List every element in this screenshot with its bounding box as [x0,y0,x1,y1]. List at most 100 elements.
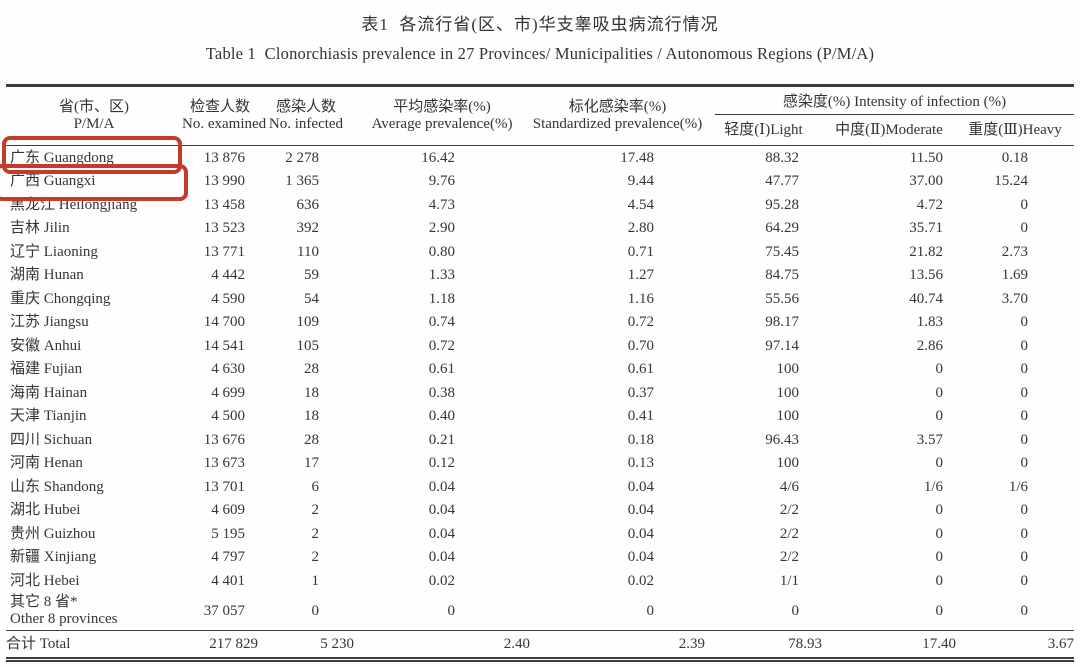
total-infected-cell: 5 230 [258,629,354,662]
infected-cell: 109 [296,314,320,331]
infected-cell: 59 [304,267,319,284]
province-cell: 湖北 Hubei [10,502,81,519]
infected-cell: 105 [296,337,320,354]
light-cell: 2/2 [779,549,799,566]
examined-cell: 13 771 [203,243,245,260]
examined-cell: 4 797 [211,549,245,566]
moderate-cell: 0 [935,502,944,519]
examined-cell: 14 541 [203,337,245,354]
examined-cell: 13 458 [203,196,245,213]
avg-prevalence-cell: 0.80 [428,243,455,260]
header-intensity-group-label: 感染度(%) Intensity of infection (%) [715,94,1075,115]
examined-cell: 4 590 [211,290,245,307]
table-row: 黑龙江 Heilongjiang 13 458 636 4.73 4.54 95… [6,193,1074,217]
header-province-zh: 省(市、区) [59,99,129,115]
table-row: 天津 Tianjin 4 500 18 0.40 0.41 100 0 0 [6,405,1074,429]
header-province-en: P/M/A [73,116,115,132]
light-cell: 2/2 [779,502,799,519]
std-prevalence-cell: 0.04 [627,525,654,542]
moderate-cell: 11.50 [909,149,943,166]
total-moderate-cell: 17.40 [822,629,956,662]
province-cell: 重庆 Chongqing [10,290,111,307]
avg-prevalence-cell: 1.33 [428,267,455,284]
table-row: 贵州 Guizhou 5 195 2 0.04 0.04 2/2 0 0 [6,522,1074,546]
std-prevalence-cell: 0.71 [627,243,654,260]
examined-cell: 13 676 [203,431,245,448]
heavy-cell: 0 [1020,572,1029,589]
heavy-cell: 3.70 [1001,290,1029,307]
avg-prevalence-cell: 0.21 [428,431,455,448]
infected-cell: 18 [304,384,319,401]
province-cell: 江苏 Jiangsu [10,314,89,331]
moderate-cell: 37.00 [909,173,943,190]
infected-cell: 28 [304,361,319,378]
light-cell: 100 [776,361,800,378]
header-light: 轻度(Ⅰ)Light [705,115,822,146]
heavy-cell: 15.24 [994,173,1029,190]
table-row: 江苏 Jiangsu 14 700 109 0.74 0.72 98.17 1.… [6,311,1074,335]
heavy-cell: 0 [1020,408,1029,425]
avg-prevalence-cell: 0.40 [428,408,455,425]
heavy-cell: 0 [1020,602,1029,619]
total-examined-cell: 217 829 [182,629,258,662]
std-prevalence-cell: 0.61 [627,361,654,378]
header-infected: 感染人数 No. infected [258,85,354,146]
avg-prevalence-cell: 0.38 [428,384,455,401]
province-cell: 安徽 Anhui [10,337,82,354]
infected-cell: 636 [296,196,320,213]
table-row: 辽宁 Liaoning 13 771 110 0.80 0.71 75.45 2… [6,240,1074,264]
std-prevalence-cell: 0.41 [627,408,654,425]
header-province: 省(市、区) P/M/A [6,85,182,146]
header-examined-en: No. examined [182,116,267,132]
total-heavy-cell: 3.67 [956,629,1075,662]
province-cell: 广东 Guangdong [10,149,114,166]
std-prevalence-cell: 0 [646,602,655,619]
moderate-cell: 0 [935,455,944,472]
heavy-cell: 2.73 [1001,243,1029,260]
moderate-cell: 0 [935,549,944,566]
province-cell: 海南 Hainan [10,384,88,401]
std-prevalence-cell: 0.04 [627,478,654,495]
examined-cell: 4 401 [211,572,245,589]
moderate-cell: 1.83 [916,314,943,331]
avg-prevalence-cell: 0.61 [428,361,455,378]
total-label-cell: 合计 Total [6,629,182,662]
avg-prevalence-cell: 0.72 [428,337,455,354]
moderate-cell: 13.56 [909,267,943,284]
moderate-cell: 0 [935,602,944,619]
avg-prevalence-cell: 0.12 [428,455,455,472]
examined-cell: 4 699 [211,384,245,401]
table-row: 广东 Guangdong 13 876 2 278 16.42 17.48 88… [6,146,1074,170]
light-cell: 88.32 [765,149,799,166]
std-prevalence-cell: 17.48 [620,149,654,166]
light-cell: 98.17 [765,314,799,331]
light-cell: 97.14 [765,337,799,354]
examined-cell: 14 700 [203,314,245,331]
table-row: 山东 Shandong 13 701 6 0.04 0.04 4/6 1/6 1… [6,475,1074,499]
province-cell: 天津 Tianjin [10,408,87,425]
province-cell: 吉林 Jilin [10,220,70,237]
header-avg-prevalence-zh: 平均感染率(%) [393,99,491,115]
infected-cell: 2 278 [285,149,319,166]
light-cell: 64.29 [765,220,799,237]
heavy-cell: 0 [1020,384,1029,401]
table-row: 四川 Sichuan 13 676 28 0.21 0.18 96.43 3.5… [6,428,1074,452]
std-prevalence-cell: 0.13 [627,455,654,472]
total-avg-prevalence-cell: 2.40 [354,629,530,662]
examined-cell: 13 990 [203,173,245,190]
header-examined: 检查人数 No. examined [182,85,266,146]
table-row: 重庆 Chongqing 4 590 54 1.18 1.16 55.56 40… [6,287,1074,311]
infected-cell: 18 [304,408,319,425]
table-row: 新疆 Xinjiang 4 797 2 0.04 0.04 2/2 0 0 [6,546,1074,570]
province-cell: 山东 Shandong [10,478,104,495]
infected-cell: 1 [311,572,320,589]
total-row: 合计 Total 217 829 5 230 2.40 2.39 78.93 1… [6,629,1075,662]
avg-prevalence-cell: 0.04 [428,502,455,519]
std-prevalence-cell: 0.37 [627,384,654,401]
table-row: 河北 Hebei 4 401 1 0.02 0.02 1/1 0 0 [6,569,1074,593]
std-prevalence-cell: 1.27 [627,267,654,284]
province-cell: 湖南 Hunan [10,267,84,284]
examined-cell: 4 609 [211,502,245,519]
table-row: 其它 8 省* Other 8 provinces 37 057 0 0 0 0… [6,593,1074,631]
infected-cell: 2 [311,525,320,542]
